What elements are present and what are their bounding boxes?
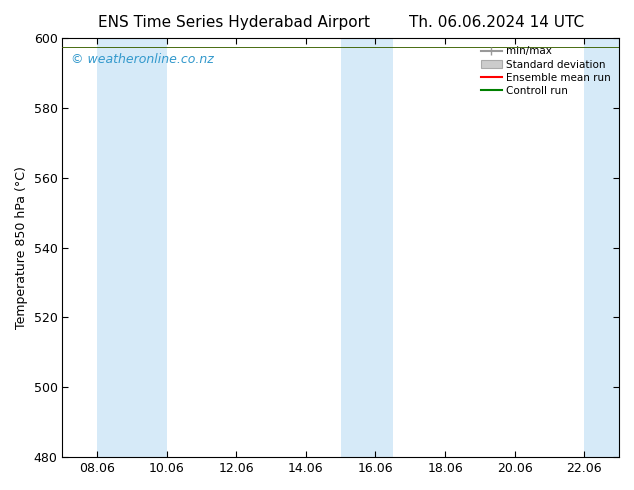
Bar xyxy=(584,38,619,457)
Y-axis label: Temperature 850 hPa (°C): Temperature 850 hPa (°C) xyxy=(15,166,28,329)
Legend: min/max, Standard deviation, Ensemble mean run, Controll run: min/max, Standard deviation, Ensemble me… xyxy=(478,43,614,99)
Title: ENS Time Series Hyderabad Airport        Th. 06.06.2024 14 UTC: ENS Time Series Hyderabad Airport Th. 06… xyxy=(98,15,584,30)
Bar xyxy=(340,38,393,457)
Text: © weatheronline.co.nz: © weatheronline.co.nz xyxy=(71,53,214,66)
Bar xyxy=(97,38,167,457)
